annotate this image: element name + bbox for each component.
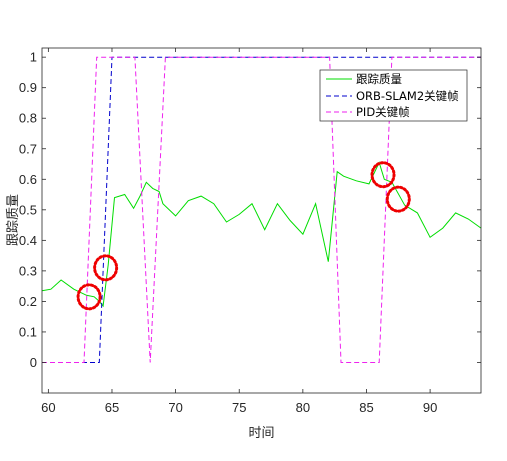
x-tick-label: 65 (105, 400, 119, 415)
legend-label-1: ORB-SLAM2关键帧 (356, 89, 459, 103)
y-tick-label: 1 (30, 50, 37, 65)
x-tick-label: 60 (41, 400, 55, 415)
annotations (76, 161, 411, 311)
y-tick-label: 0.1 (19, 324, 37, 339)
y-tick-label: 0.5 (19, 202, 37, 217)
legend-label-2: PID关键帧 (356, 105, 410, 119)
legend: 跟踪质量 ORB-SLAM2关键帧 PID关键帧 (319, 69, 468, 122)
x-tick-label: 80 (296, 400, 310, 415)
y-tick-label: 0.9 (19, 80, 37, 95)
x-axis-ticks: 60 65 70 75 80 85 90 (41, 48, 437, 415)
annotation-circle-2 (370, 161, 396, 189)
y-tick-label: 0.7 (19, 141, 37, 156)
annotation-circle-3 (385, 185, 411, 213)
y-axis-ticks: 0 0.1 0.2 0.3 0.4 0.5 0.6 0.7 0.8 0.9 1 (19, 50, 481, 370)
y-tick-label: 0.3 (19, 263, 37, 278)
y-tick-label: 0.6 (19, 172, 37, 187)
x-tick-label: 70 (168, 400, 182, 415)
x-tick-label: 75 (232, 400, 246, 415)
legend-label-0: 跟踪质量 (356, 72, 402, 86)
x-tick-label: 90 (423, 400, 437, 415)
y-tick-label: 0.8 (19, 111, 37, 126)
y-tick-label: 0.2 (19, 294, 37, 309)
y-tick-label: 0.4 (19, 233, 37, 248)
y-tick-label: 0 (30, 355, 37, 370)
annotation-circle-0 (76, 283, 102, 311)
x-tick-label: 85 (359, 400, 373, 415)
y-axis-label: 跟踪质量 (6, 194, 21, 246)
annotation-circle-1 (93, 254, 119, 282)
x-axis-label: 时间 (248, 426, 274, 441)
axes-box (41, 47, 482, 394)
